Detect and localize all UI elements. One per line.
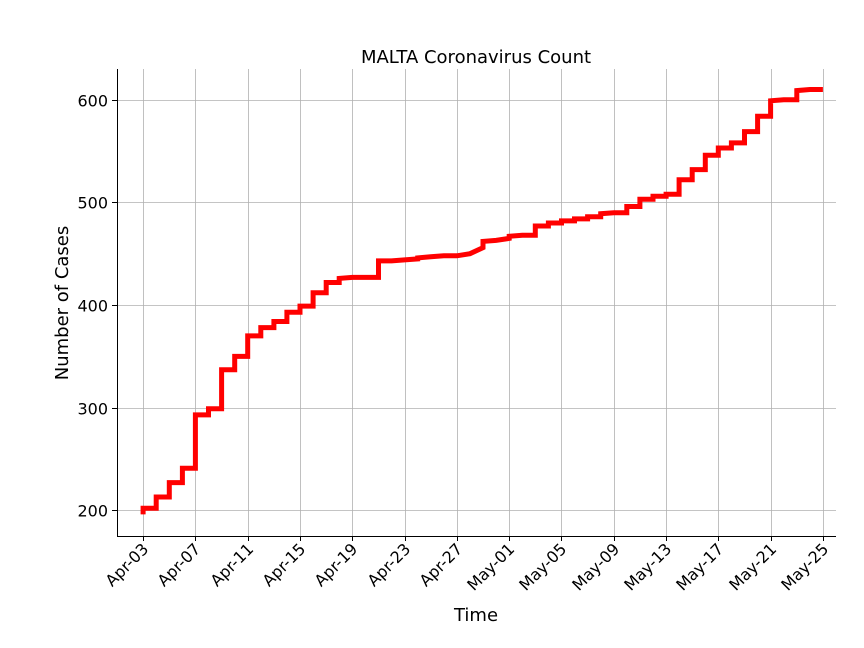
x-tick-label: Apr-03 — [102, 539, 153, 590]
x-tick-label: Apr-11 — [207, 539, 258, 590]
y-tick-label: 300 — [77, 400, 108, 419]
x-tick-label: May-01 — [463, 539, 518, 594]
y-ticks: 200 300 400 500 600 — [77, 92, 117, 521]
series-line — [140, 87, 823, 515]
x-tick-label: Apr-07 — [154, 539, 205, 590]
x-tick-label: May-17 — [672, 539, 727, 594]
x-ticks: Apr-03 Apr-07 Apr-11 Apr-15 Apr-19 Apr-23 Apr-… — [102, 536, 832, 595]
x-tick-label: Apr-19 — [311, 539, 362, 590]
x-tick-label: May-09 — [568, 539, 623, 594]
x-tick-label: Apr-23 — [364, 539, 415, 590]
x-tick-label: Apr-27 — [416, 539, 467, 590]
x-tick-label: May-05 — [515, 539, 570, 594]
y-tick-label: 400 — [77, 297, 108, 316]
chart-title: MALTA Coronavirus Count — [361, 47, 591, 68]
y-tick-label: 600 — [77, 92, 108, 111]
x-axis-label: Time — [453, 605, 498, 626]
y-tick-label: 200 — [77, 502, 108, 521]
grid — [117, 69, 836, 536]
x-tick-label: May-25 — [777, 539, 832, 594]
x-tick-label: May-13 — [620, 539, 675, 594]
x-tick-label: Apr-15 — [259, 539, 310, 590]
data-layer — [140, 87, 823, 515]
y-axis-label: Number of Cases — [52, 226, 73, 381]
x-tick-label: May-21 — [725, 539, 780, 594]
y-tick-label: 500 — [77, 194, 108, 213]
